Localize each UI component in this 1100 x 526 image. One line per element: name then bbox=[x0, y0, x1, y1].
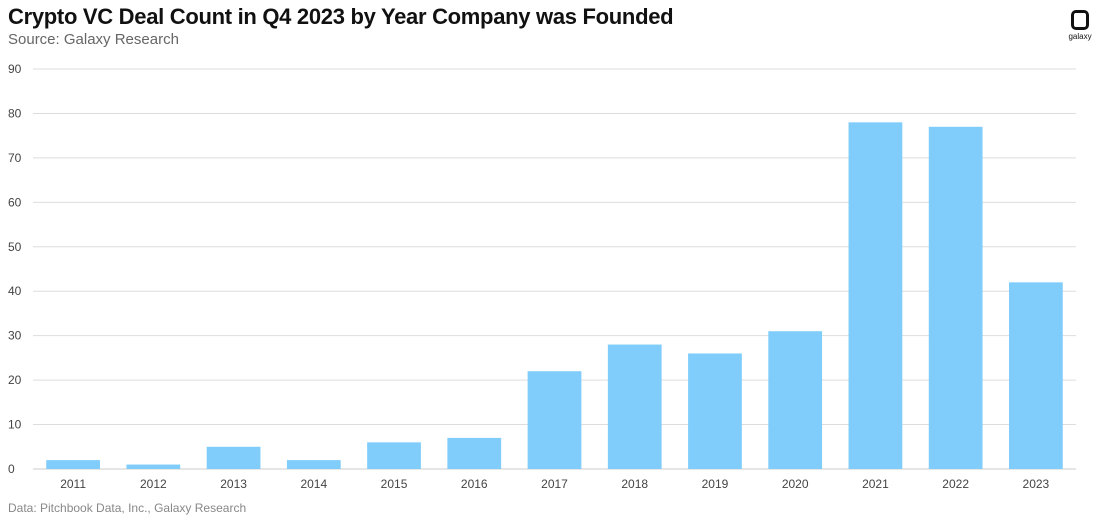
x-tick-label: 2019 bbox=[702, 477, 729, 491]
x-tick-label: 2011 bbox=[60, 477, 86, 491]
bar bbox=[928, 126, 983, 470]
x-tick-label: 2012 bbox=[140, 477, 167, 491]
y-tick-label: 60 bbox=[8, 195, 22, 209]
bar bbox=[447, 437, 502, 469]
bar bbox=[367, 442, 421, 469]
y-tick-label: 0 bbox=[8, 462, 15, 476]
y-tick-label: 70 bbox=[8, 151, 22, 165]
y-tick-label: 50 bbox=[8, 240, 22, 254]
chart-subtitle: Source: Galaxy Research bbox=[8, 31, 179, 48]
x-tick-label: 2021 bbox=[862, 477, 889, 491]
x-tick-label: 2014 bbox=[300, 477, 327, 491]
bar bbox=[527, 371, 582, 469]
galaxy-logo: galaxy bbox=[1064, 10, 1096, 41]
bar bbox=[1009, 282, 1063, 469]
footer-source: Data: Pitchbook Data, Inc., Galaxy Resea… bbox=[8, 501, 247, 515]
logo-text: galaxy bbox=[1068, 32, 1092, 41]
bar bbox=[607, 344, 662, 469]
bar bbox=[688, 353, 742, 469]
bar bbox=[126, 464, 181, 469]
bar bbox=[848, 122, 903, 469]
y-tick-label: 40 bbox=[8, 284, 22, 298]
x-tick-label: 2020 bbox=[782, 477, 809, 491]
bar bbox=[46, 460, 100, 469]
x-tick-label: 2022 bbox=[942, 477, 969, 491]
bar bbox=[768, 331, 823, 469]
x-tick-label: 2017 bbox=[541, 477, 568, 491]
x-tick-label: 2015 bbox=[381, 477, 408, 491]
galaxy-logo-icon bbox=[1071, 10, 1089, 30]
y-tick-label: 20 bbox=[8, 373, 22, 387]
y-tick-label: 80 bbox=[8, 106, 22, 120]
bar bbox=[286, 460, 341, 469]
y-tick-label: 90 bbox=[8, 62, 22, 76]
bar bbox=[206, 446, 261, 469]
y-tick-label: 30 bbox=[8, 329, 22, 343]
x-tick-label: 2016 bbox=[461, 477, 488, 491]
x-tick-label: 2023 bbox=[1023, 477, 1050, 491]
chart-title: Crypto VC Deal Count in Q4 2023 by Year … bbox=[8, 4, 674, 29]
x-tick-label: 2013 bbox=[220, 477, 247, 491]
x-tick-label: 2018 bbox=[621, 477, 648, 491]
y-tick-label: 10 bbox=[8, 418, 22, 432]
